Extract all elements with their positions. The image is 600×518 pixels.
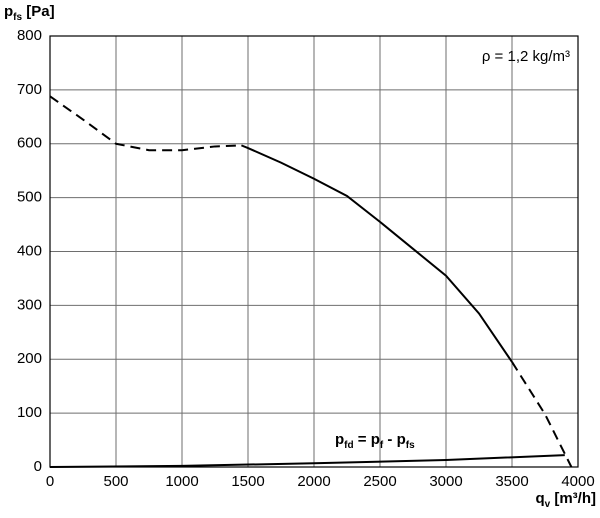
annotation-part: f (380, 440, 384, 451)
y-tick-label: 100 (17, 404, 42, 421)
curve (49, 95, 242, 152)
y-axis-label-part: p (4, 3, 13, 20)
annotation: pfd = pf - pfs (335, 431, 415, 451)
annotation-part: fd (344, 440, 353, 451)
x-axis-label-part: [m³/h] (550, 490, 596, 507)
y-tick-label: 400 (17, 242, 42, 259)
y-axis-label-part: [Pa] (22, 3, 55, 20)
y-tick-label: 200 (17, 350, 42, 367)
curve (241, 144, 513, 363)
y-axis-label-part: fs (13, 12, 22, 23)
x-tick-label: 1000 (165, 473, 198, 490)
curve (511, 361, 573, 468)
y-tick-label: 700 (17, 81, 42, 98)
x-tick-label: 4000 (561, 473, 594, 490)
x-axis-label-part: v (545, 499, 551, 510)
x-tick-label: 3000 (429, 473, 462, 490)
x-tick-label: 0 (46, 473, 54, 490)
y-tick-label: 600 (17, 135, 42, 152)
annotation-part: = p (354, 431, 380, 448)
annotation-part: fs (406, 440, 415, 451)
x-tick-label: 2500 (363, 473, 396, 490)
y-axis-label: pfs [Pa] (4, 3, 55, 23)
plot-frame (49, 35, 579, 468)
annotation-part: - p (383, 431, 406, 448)
y-tick-label: 300 (17, 296, 42, 313)
x-axis-label-part: q (535, 490, 544, 507)
y-tick-label: 0 (34, 458, 42, 475)
x-axis-label: qv [m³/h] (535, 490, 596, 510)
y-tick-label: 800 (17, 27, 42, 44)
annotation: ρ = 1,2 kg/m³ (482, 48, 570, 65)
annotation-part: p (335, 431, 344, 448)
x-tick-label: 500 (103, 473, 128, 490)
y-tick-label: 500 (17, 189, 42, 206)
annotation-part: ρ = 1,2 kg/m³ (482, 48, 570, 65)
x-tick-label: 2000 (297, 473, 330, 490)
curve (49, 454, 565, 468)
x-tick-label: 1500 (231, 473, 264, 490)
x-tick-label: 3500 (495, 473, 528, 490)
